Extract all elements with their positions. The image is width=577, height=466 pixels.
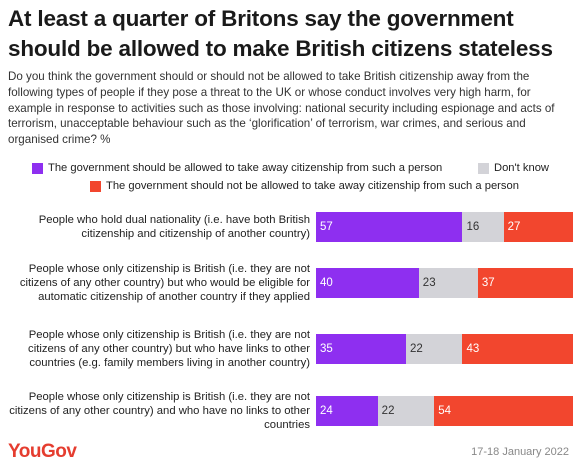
legend-item-allowed: The government should be allowed to take… — [32, 162, 442, 174]
segment-allowed: 24 — [316, 396, 378, 426]
data-label: 35 — [320, 343, 333, 355]
legend-swatch-not-allowed — [90, 180, 101, 192]
data-label: 43 — [466, 343, 480, 355]
legend-label-not-allowed: The government should not be allowed to … — [106, 180, 519, 192]
legend-item-dont-know: Don't know — [478, 162, 549, 174]
segment-dont-know: 16 — [462, 212, 504, 242]
stacked-bar: 40 23 37 — [316, 268, 573, 298]
stacked-bar: 57 16 27 — [316, 212, 573, 242]
segment-dont-know: 22 — [377, 396, 435, 426]
chart-row: People whose only citizenship is British… — [0, 329, 577, 369]
segment-allowed: 35 — [316, 334, 406, 364]
chart-row: People who hold dual nationality (i.e. h… — [0, 212, 577, 242]
stacked-bar: 24 22 54 — [316, 396, 573, 426]
legend-label-allowed: The government should be allowed to take… — [48, 162, 443, 174]
legend-label-dont-know: Don't know — [494, 162, 549, 174]
chart-row: People whose only citizenship is British… — [0, 263, 577, 303]
data-label: 22 — [381, 405, 395, 417]
data-label: 27 — [507, 221, 521, 233]
segment-dont-know: 22 — [405, 334, 463, 364]
category-label: People whose only citizenship is British… — [28, 329, 310, 369]
segment-allowed: 40 — [316, 268, 419, 298]
chart-row: People whose only citizenship is British… — [0, 391, 577, 431]
segment-not-allowed: 54 — [434, 396, 573, 426]
segment-dont-know: 23 — [418, 268, 478, 298]
survey-date: 17-18 January 2022 — [471, 446, 569, 458]
segment-not-allowed: 37 — [477, 268, 573, 298]
legend: The government should be allowed to take… — [0, 156, 577, 196]
category-label: People who hold dual nationality (i.e. h… — [38, 214, 310, 240]
legend-item-not-allowed: The government should not be allowed to … — [90, 180, 519, 192]
stacked-bar: 35 22 43 — [316, 334, 573, 364]
legend-swatch-dont-know — [478, 162, 489, 174]
category-label: People whose only citizenship is British… — [19, 263, 310, 303]
data-label: 22 — [409, 343, 423, 355]
legend-swatch-allowed — [32, 162, 43, 174]
chart-subtitle: Do you think the government should or sh… — [8, 70, 555, 147]
chart-title: At least a quarter of Britons say the go… — [8, 6, 553, 61]
data-label: 57 — [320, 221, 333, 233]
data-label: 16 — [466, 221, 480, 233]
data-label: 37 — [481, 277, 495, 289]
segment-allowed: 57 — [316, 212, 463, 242]
stacked-bar-chart: People who hold dual nationality (i.e. h… — [0, 200, 577, 435]
yougov-logo: YouGov — [8, 441, 77, 462]
data-label: 23 — [422, 277, 436, 289]
data-label: 54 — [438, 405, 451, 417]
data-label: 24 — [320, 405, 333, 417]
segment-not-allowed: 43 — [462, 334, 573, 364]
segment-not-allowed: 27 — [503, 212, 573, 242]
category-label: People whose only citizenship is British… — [9, 391, 310, 431]
data-label: 40 — [320, 277, 333, 289]
